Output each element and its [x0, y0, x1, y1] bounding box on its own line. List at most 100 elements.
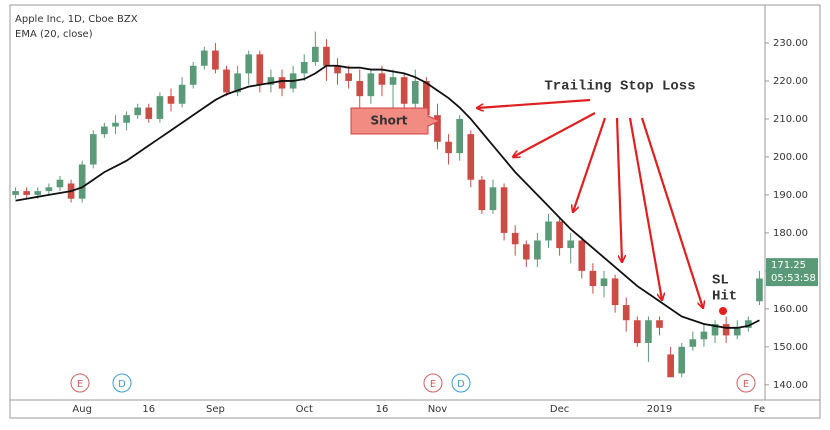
countdown-label: 05:53:58 [771, 273, 816, 284]
candle-body [234, 73, 241, 93]
indicator-label: EMA (20, close) [15, 29, 93, 40]
ema-line [15, 64, 760, 329]
candle-body [622, 305, 630, 321]
candle-body [445, 141, 452, 154]
event-label: E [743, 379, 749, 390]
candle-body [45, 187, 53, 192]
candle-body [456, 118, 463, 154]
candle-body [178, 84, 186, 104]
x-tick-label: Dec [550, 404, 569, 415]
candle-body [389, 77, 397, 85]
y-tick-label: 150.00 [773, 342, 808, 353]
candle-body [411, 80, 419, 104]
event-marker [112, 373, 132, 393]
y-tick-label: 230.00 [773, 38, 808, 49]
event-marker [736, 373, 756, 393]
annotation: Short [370, 114, 407, 128]
y-tick-label: 200.00 [773, 152, 808, 163]
candle-body [556, 221, 563, 249]
candle-body [478, 179, 486, 211]
candle-body [334, 65, 341, 74]
candle-body [434, 115, 441, 142]
event-label: E [430, 379, 436, 390]
candle-body [34, 191, 42, 195]
last-price-box [766, 258, 818, 287]
candle-body [323, 46, 330, 66]
candle-body [245, 54, 253, 74]
candle-body [700, 331, 708, 340]
candle-body [400, 77, 408, 104]
candle-body [256, 54, 264, 85]
candle-body [522, 244, 530, 260]
candle-body [56, 179, 64, 188]
candle-body [711, 324, 719, 336]
candle-body [200, 50, 208, 66]
candle-body [667, 354, 674, 378]
candle-body [78, 164, 86, 199]
x-tick-label: Oct [296, 404, 313, 415]
candle-body [212, 50, 219, 70]
candle-body [745, 320, 752, 328]
candle-body [23, 191, 30, 195]
arrow [628, 117, 662, 300]
candle-body [733, 327, 741, 336]
candle-body [534, 240, 541, 260]
arrow [615, 117, 622, 262]
candle-body [722, 324, 730, 336]
candle-body [101, 126, 108, 135]
x-tick-label: 16 [376, 404, 389, 415]
candle-body [89, 134, 97, 165]
chart-title: Apple Inc, 1D, Cboe BZX [15, 14, 138, 25]
y-tick-label: 210.00 [773, 114, 808, 125]
event-label: E [77, 379, 83, 390]
event-marker [451, 373, 471, 393]
frame [9, 4, 821, 419]
candle-body [567, 240, 575, 249]
arrow [573, 117, 607, 212]
candle-body [278, 77, 286, 89]
short-callout [350, 107, 442, 135]
candle-body [467, 134, 475, 180]
candle-body [489, 187, 497, 211]
candle-body [378, 73, 386, 85]
candle-body [223, 69, 230, 93]
candle-body [756, 278, 763, 302]
annotation: Hit [712, 289, 737, 305]
annotation: SL [712, 273, 729, 289]
candle-body [356, 80, 364, 97]
event-marker [423, 373, 443, 393]
candle-body [545, 221, 552, 241]
candle-body [167, 96, 175, 104]
x-tick-label: Sep [206, 404, 225, 415]
last-price-label: 171.25 [771, 260, 806, 271]
candle-body [312, 46, 319, 62]
candle-body [367, 73, 375, 97]
candle-body [145, 107, 153, 119]
x-tick-label: Nov [428, 404, 448, 415]
candle-body [12, 191, 19, 195]
x-tick-label: 16 [142, 404, 155, 415]
candle-body [600, 278, 608, 287]
event-label: D [457, 379, 465, 390]
event-label: D [118, 379, 126, 390]
y-tick-label: 160.00 [773, 304, 808, 315]
candle-body [511, 232, 519, 245]
candle-body [589, 270, 597, 287]
candle-body [423, 80, 430, 116]
arrow [477, 98, 591, 108]
candle-body [345, 73, 352, 81]
candle-body [134, 107, 142, 116]
event-marker [70, 373, 90, 393]
candle-body [689, 339, 697, 347]
candle-body [633, 320, 641, 344]
y-tick-label: 220.00 [773, 76, 808, 87]
annotation: Trailing Stop Loss [544, 79, 695, 95]
candle-body [656, 320, 663, 328]
candle-body [189, 65, 197, 85]
candle-body [611, 278, 619, 306]
candle-body [300, 61, 308, 74]
x-tick-label: Fe [754, 404, 765, 415]
candle-body [578, 240, 586, 271]
candle-body [156, 96, 164, 119]
